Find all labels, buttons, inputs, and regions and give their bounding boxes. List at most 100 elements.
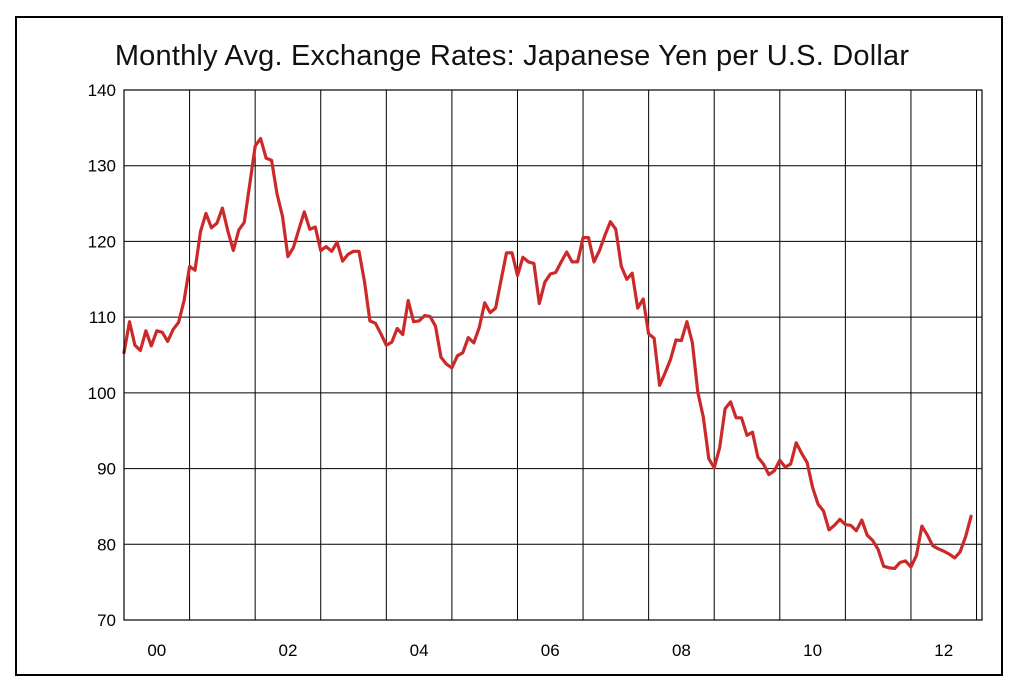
y-tick-label: 70 [97,611,116,630]
data-point [795,441,798,444]
data-point [554,271,557,274]
data-point [210,226,213,229]
data-point [363,280,366,283]
data-point [827,528,831,532]
data-point [833,524,836,527]
data-point [696,390,699,394]
data-point [335,241,339,244]
data-point [144,329,148,332]
data-point [516,274,519,277]
data-point [904,559,907,563]
data-point [729,400,732,404]
x-tick-label: 10 [803,641,822,660]
plot-area-border [123,89,983,621]
data-point [308,228,311,231]
data-point [756,456,760,459]
data-point [319,249,322,252]
data-point [702,415,705,419]
data-point [964,535,967,538]
data-point [456,354,459,357]
data-point [713,466,716,469]
data-point [248,183,251,186]
data-point [800,452,803,455]
data-point [871,539,874,542]
data-point [374,322,377,325]
y-tick-label: 90 [97,460,116,479]
data-point [734,416,738,419]
data-point [581,236,585,239]
data-point [882,565,885,568]
data-point [587,236,590,239]
data-point [898,561,902,564]
data-point [177,321,180,324]
x-tick-label: 08 [672,641,691,660]
data-point [428,315,432,318]
data-point [489,311,492,314]
data-point [636,306,639,310]
data-point [401,333,404,336]
data-point [680,339,683,342]
data-point [598,249,601,252]
y-axis-tick-labels: 140 130 120 110 100 90 80 70 [88,81,116,630]
data-point [215,222,219,225]
data-point [926,534,929,537]
data-point [423,314,426,317]
data-point [937,547,940,550]
x-tick-label: 04 [410,641,429,660]
data-point [330,250,333,253]
data-point [325,245,328,248]
data-point [281,215,284,218]
data-point [855,529,858,532]
data-point [614,228,617,231]
data-point [543,281,546,284]
data-point [379,332,383,335]
y-tick-label: 130 [88,157,116,176]
data-point [805,461,809,464]
data-point [844,523,847,526]
data-point [193,269,197,272]
data-point [467,336,470,339]
data-point [723,407,727,410]
data-point [286,255,290,258]
data-point [920,524,924,528]
data-point [560,260,563,264]
data-point [652,337,656,340]
data-point [303,210,306,214]
data-point [150,344,153,348]
data-point [931,544,934,547]
data-point [166,340,169,343]
data-point [538,302,541,305]
data-point [958,550,962,554]
data-point [893,567,896,570]
data-point [942,549,945,553]
data-point [264,156,268,160]
data-point [270,159,273,162]
data-point [570,260,574,264]
data-point [346,253,350,256]
data-point [849,524,852,527]
y-tick-label: 80 [97,535,116,554]
data-point [226,229,229,232]
data-point [576,260,579,264]
data-point [385,344,388,347]
data-point [204,212,208,215]
data-point [188,265,191,268]
data-point [161,331,164,334]
data-point [887,566,891,569]
data-point [915,554,918,557]
data-point [494,306,497,310]
data-point [439,356,443,359]
data-point [669,358,672,361]
data-point [505,251,508,254]
data-point [811,486,814,489]
data-point [461,351,464,354]
data-point [767,473,771,476]
data-point [478,326,481,329]
data-point [969,515,973,518]
data-point [838,518,842,521]
data-point [357,250,361,253]
data-point [221,206,224,210]
x-tick-label: 12 [934,641,953,660]
x-tick-label: 00 [147,641,166,660]
x-tick-label: 06 [541,641,560,660]
